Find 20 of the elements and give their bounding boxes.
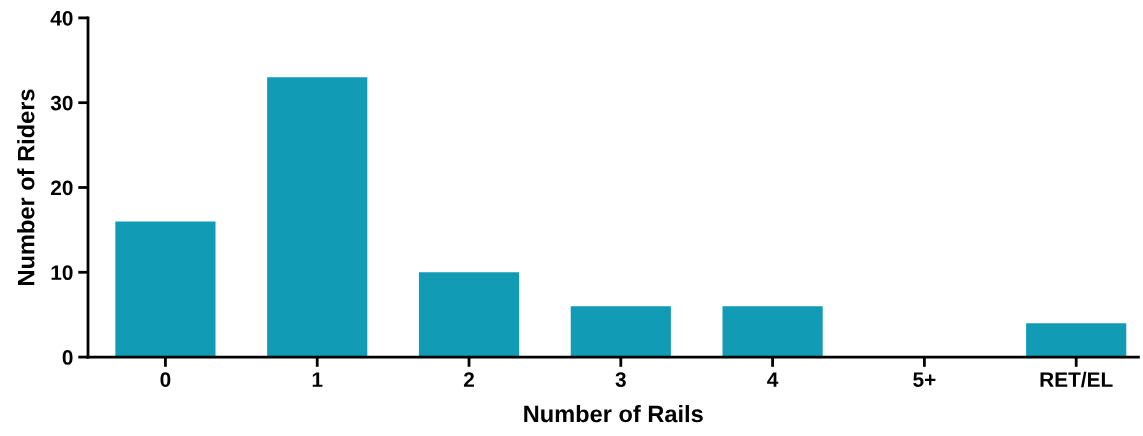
x-tick-label: 0 <box>160 372 171 387</box>
y-tick-label: 0 <box>62 350 73 365</box>
y-tick-label: 40 <box>50 10 73 26</box>
bar <box>722 306 823 358</box>
x-tick-label: RET/EL <box>1040 371 1113 388</box>
x-tick-label: 4 <box>767 372 779 387</box>
bar <box>115 221 216 358</box>
bar <box>1026 323 1127 358</box>
x-tick-label: 2 <box>463 372 474 387</box>
bar <box>267 77 368 358</box>
y-axis-title: Number of Riders <box>17 89 35 285</box>
bar <box>570 306 671 358</box>
y-tick-label: 20 <box>50 180 73 196</box>
y-tick-label: 10 <box>51 265 73 281</box>
x-axis-title: Number of Rails <box>524 404 703 423</box>
x-tick-label: 1 <box>312 372 323 387</box>
x-tick-label: 3 <box>615 372 626 387</box>
x-tick-label: 5+ <box>913 372 936 387</box>
bar <box>418 272 520 358</box>
y-tick-label: 30 <box>50 95 73 111</box>
